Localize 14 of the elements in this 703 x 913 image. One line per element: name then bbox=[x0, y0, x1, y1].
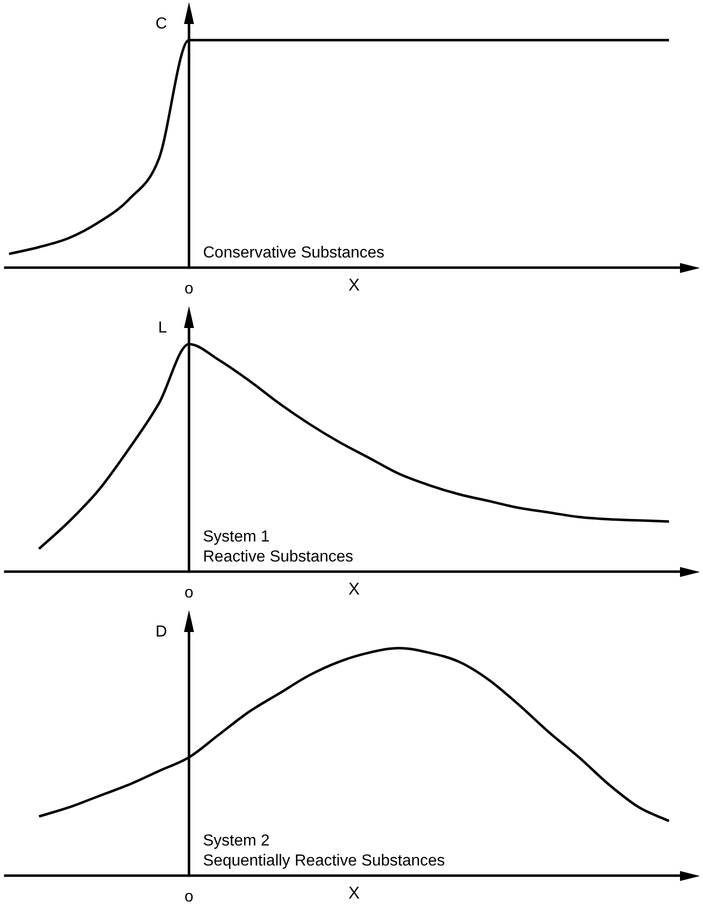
text: o bbox=[184, 888, 194, 906]
x-axis-title: X bbox=[348, 883, 360, 902]
text: o bbox=[184, 280, 194, 298]
x-axis-title: X bbox=[348, 275, 360, 294]
annotation: System 2 bbox=[203, 832, 270, 850]
annotation: Conservative Substances bbox=[203, 244, 384, 262]
y-axis-title: D bbox=[155, 623, 167, 640]
annotation: System 1 bbox=[203, 528, 270, 546]
annotation: Sequentially Reactive Substances bbox=[203, 852, 445, 870]
annotation: Reactive Substances bbox=[203, 548, 354, 566]
y-axis-title: C bbox=[155, 15, 167, 32]
x-axis-title: X bbox=[348, 579, 360, 598]
y-axis-title: L bbox=[158, 319, 168, 336]
text: o bbox=[184, 584, 194, 602]
